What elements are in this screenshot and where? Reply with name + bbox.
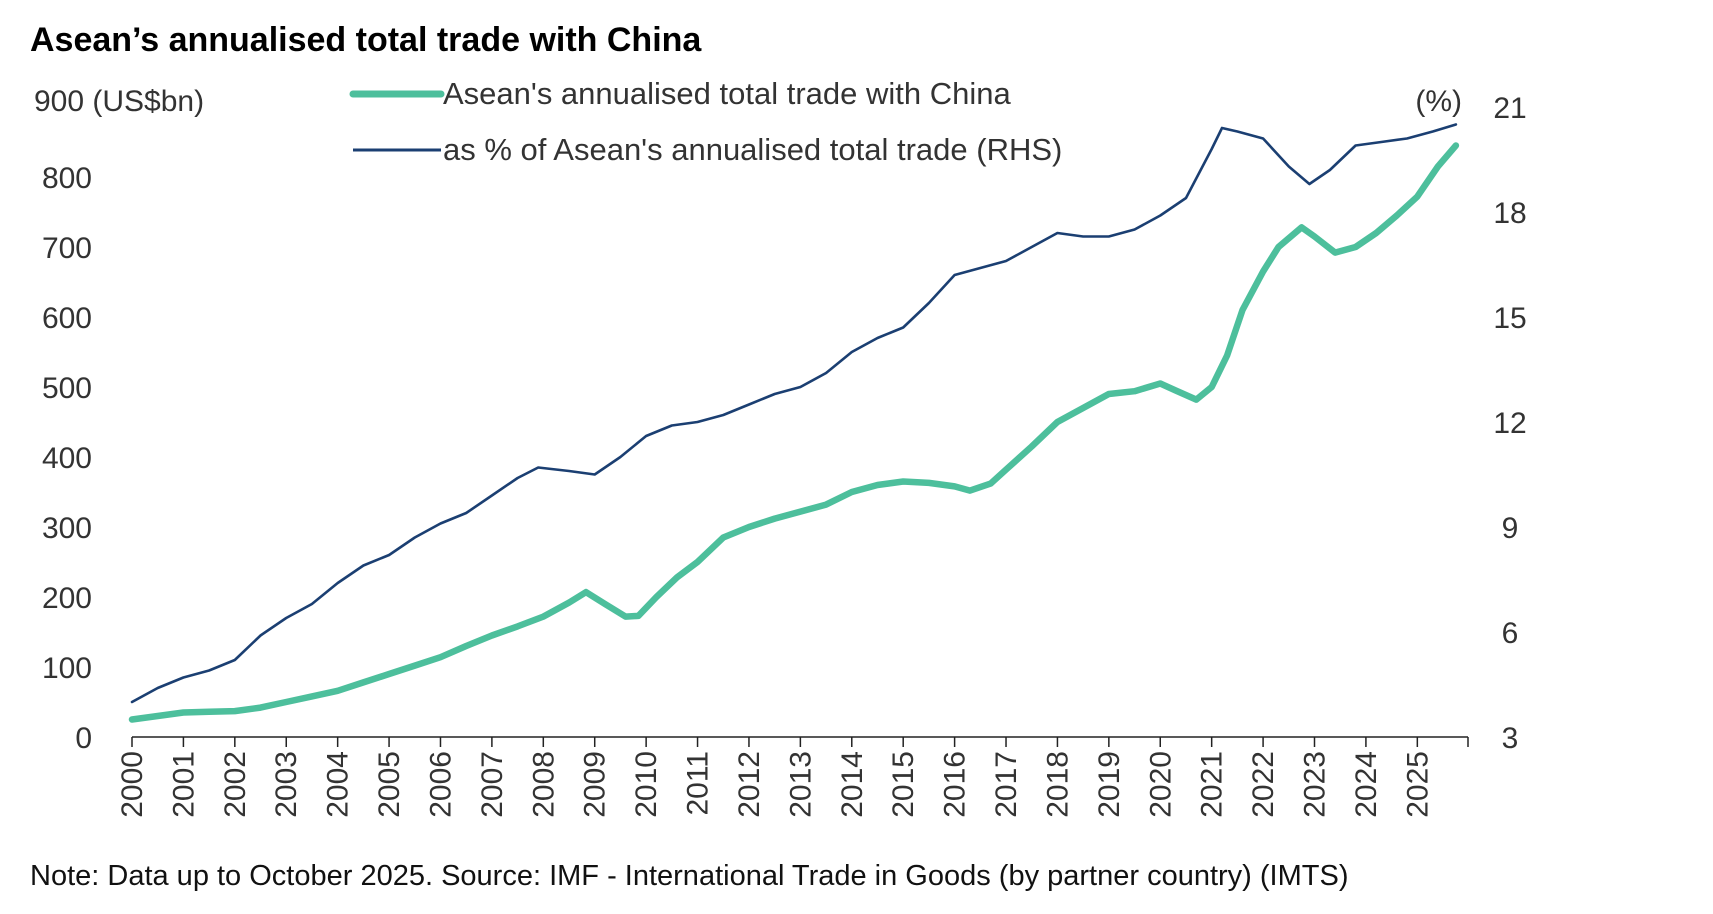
x-tick-label: 2011 bbox=[682, 751, 715, 816]
legend-label-share: as % of Asean's annualised total trade (… bbox=[443, 132, 1062, 167]
right-tick-label: 3 bbox=[1502, 722, 1519, 755]
right-axis-unit: (%) bbox=[1415, 85, 1462, 118]
legend-label-trade: Asean's annualised total trade with Chin… bbox=[443, 76, 1011, 111]
right-tick-label: 15 bbox=[1493, 302, 1526, 335]
x-tick-label: 2013 bbox=[784, 751, 817, 818]
right-tick-label: 18 bbox=[1493, 197, 1526, 230]
x-tick-label: 2020 bbox=[1144, 751, 1177, 818]
x-tick-label: 2012 bbox=[733, 751, 766, 818]
x-tick-label: 2015 bbox=[887, 751, 920, 818]
left-tick-label: 0 bbox=[75, 722, 92, 755]
left-tick-label: 700 bbox=[42, 232, 92, 265]
right-tick-label: 9 bbox=[1502, 512, 1519, 545]
x-tick-label: 2022 bbox=[1247, 751, 1280, 818]
chart-title: Asean’s annualised total trade with Chin… bbox=[30, 21, 702, 59]
left-tick-label: 300 bbox=[42, 512, 92, 545]
x-tick-label: 2014 bbox=[836, 751, 869, 818]
x-tick-label: 2024 bbox=[1350, 751, 1383, 818]
left-tick-label: 600 bbox=[42, 302, 92, 335]
left-tick-label: 800 bbox=[42, 162, 92, 195]
x-tick-label: 2002 bbox=[219, 751, 252, 818]
x-tick-label: 2023 bbox=[1299, 751, 1332, 818]
left-tick-label: 500 bbox=[42, 372, 92, 405]
left-axis-unit: 900 (US$bn) bbox=[34, 85, 204, 118]
x-tick-label: 2004 bbox=[322, 751, 355, 818]
x-tick-label: 2008 bbox=[527, 751, 560, 818]
x-tick-label: 2017 bbox=[990, 751, 1023, 818]
chart-note: Note: Data up to October 2025. Source: I… bbox=[30, 860, 1348, 892]
right-axis-ticks: 3 6 9 12 15 18 21 bbox=[1493, 92, 1526, 755]
x-tick-label: 2006 bbox=[424, 751, 457, 818]
x-tick-label: 2005 bbox=[373, 751, 406, 818]
left-tick-label: 200 bbox=[42, 582, 92, 615]
x-tick-label: 2018 bbox=[1041, 751, 1074, 818]
right-tick-label: 12 bbox=[1493, 407, 1526, 440]
x-tick-label: 2007 bbox=[476, 751, 509, 818]
left-tick-label: 400 bbox=[42, 442, 92, 475]
series-line-share bbox=[130, 123, 1458, 704]
x-axis: 2000 2001 2002 2003 2004 2005 2006 2007 2008 2009… bbox=[116, 736, 1469, 818]
left-axis-ticks: 0 100 200 300 400 500 600 700 800 bbox=[42, 162, 92, 755]
x-tick-label: 2003 bbox=[270, 751, 303, 818]
x-tick-label: 2019 bbox=[1093, 751, 1126, 818]
series-line-trade bbox=[128, 142, 1460, 723]
x-tick-label: 2016 bbox=[939, 751, 972, 818]
legend: Asean's annualised total trade with Chin… bbox=[349, 76, 1062, 167]
x-tick-label: 2021 bbox=[1196, 751, 1229, 818]
right-tick-label: 6 bbox=[1502, 617, 1519, 650]
left-tick-label: 100 bbox=[42, 652, 92, 685]
right-tick-label: 21 bbox=[1493, 92, 1526, 125]
plot-lines bbox=[128, 123, 1460, 723]
x-tick-label: 2010 bbox=[630, 751, 663, 818]
x-tick-label: 2000 bbox=[116, 751, 149, 818]
x-tick-label: 2025 bbox=[1401, 751, 1434, 818]
x-tick-label: 2001 bbox=[167, 751, 200, 818]
x-tick-label: 2009 bbox=[579, 751, 612, 818]
